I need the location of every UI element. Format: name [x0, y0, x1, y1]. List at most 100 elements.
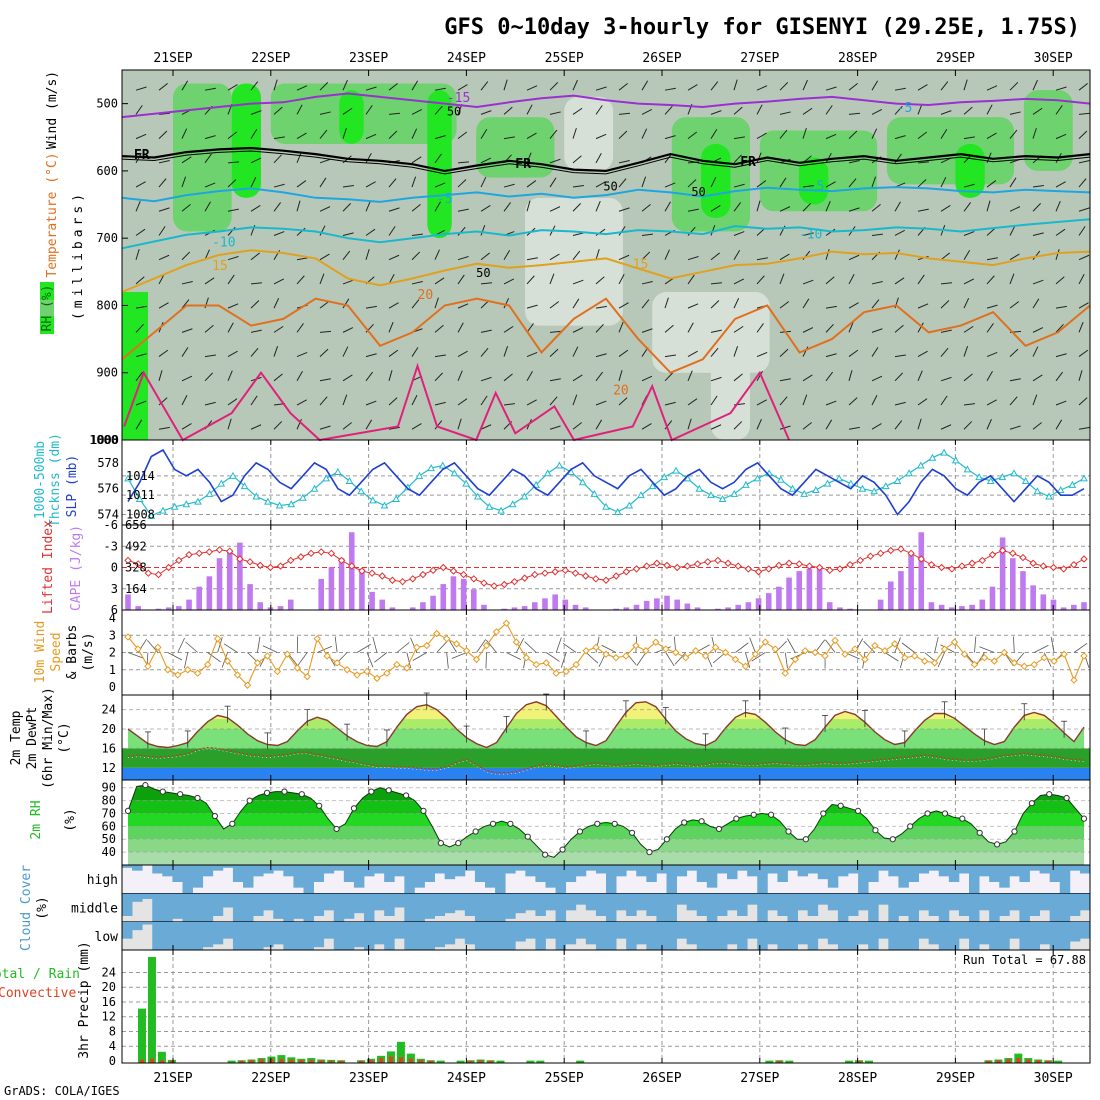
wind-barb: [167, 652, 183, 661]
thickness-marker: [881, 482, 890, 490]
wind-speed-marker: [502, 619, 511, 627]
wind-barb: [319, 348, 329, 357]
wind-barb: [526, 304, 538, 309]
cloud-bar-high: [948, 865, 960, 882]
cape-bar: [511, 607, 518, 610]
wind-barb: [1009, 301, 1020, 309]
wind-barb: [595, 249, 600, 260]
wind-barb: [480, 395, 488, 406]
wind-barb: [1055, 305, 1067, 309]
lifted-index-marker: [744, 565, 753, 573]
cape-bar: [1050, 599, 1057, 610]
thickness-marker: [438, 461, 447, 469]
rh-marker: [246, 797, 253, 804]
thickness-marker: [170, 502, 179, 510]
wind-barb: [710, 329, 722, 333]
cloud-bar-low: [858, 921, 869, 945]
cloud-bar-middle: [747, 893, 758, 905]
lifted-index-marker: [653, 559, 661, 567]
cape-bar: [735, 604, 742, 610]
cloud-bar-middle: [313, 893, 325, 916]
cloud-bar-middle: [837, 893, 849, 922]
wind-barb: [457, 322, 464, 333]
cloud-bar-middle: [343, 893, 355, 919]
wind-barb: [135, 133, 147, 140]
wind-speed-marker: [642, 647, 650, 655]
rh-marker: [124, 807, 132, 815]
temp-line: [127, 701, 1085, 749]
wind-barb: [434, 182, 446, 188]
thickness-marker: [823, 479, 832, 487]
thickness-marker: [264, 497, 272, 505]
cloud-bar-low: [626, 921, 637, 950]
wind-barb: [779, 129, 788, 139]
wind-barb: [319, 225, 326, 236]
wind-barb: [733, 202, 742, 212]
wind-barb: [894, 354, 906, 358]
wind-barb: [940, 282, 952, 285]
wind-speed-marker: [592, 643, 600, 652]
wind-barb: [779, 253, 790, 261]
cloud-bar-middle: [454, 893, 466, 911]
lifted-index-marker: [937, 563, 946, 572]
wind-barb: [687, 226, 696, 236]
contour-label: -5: [437, 192, 453, 207]
cape-bar: [826, 602, 833, 610]
wind-barb: [503, 403, 515, 406]
wind-barb: [917, 274, 925, 285]
precip-total-bar: [277, 1055, 286, 1063]
lifted-index-marker: [592, 575, 600, 583]
cape-bar: [765, 593, 772, 610]
wind-barb: [733, 183, 745, 188]
wind-barb: [388, 302, 399, 309]
cloud-bar-low: [535, 921, 546, 950]
wind-barb: [1009, 273, 1015, 285]
wind-barb: [733, 250, 741, 260]
cloud-bar-middle: [656, 893, 667, 922]
wind-barb: [963, 79, 968, 91]
wind-speed-marker: [881, 647, 889, 655]
cloud-bar-high: [817, 865, 829, 880]
wind-barb: [894, 249, 900, 260]
lifted-index-marker: [958, 562, 966, 570]
wind-barb: [1034, 644, 1049, 653]
thickness-marker: [450, 469, 459, 477]
cloud-bar-middle: [545, 893, 556, 911]
cloud-bar-low: [555, 921, 567, 950]
wind-barb: [227, 274, 235, 285]
wind-barb: [848, 83, 858, 91]
cape-bar: [999, 537, 1006, 610]
slp-line: [127, 448, 1085, 516]
wind-barb: [411, 203, 421, 212]
wind-barb: [618, 397, 628, 406]
wind-barb: [135, 249, 140, 260]
wind-barb: [986, 257, 998, 261]
wind-barb: [158, 254, 170, 261]
cloud-bar-high: [616, 865, 627, 877]
wind-barb: [223, 643, 238, 653]
cloud-bar-high: [485, 865, 496, 888]
contour-label: -15: [447, 91, 470, 106]
cloud-bar-middle: [404, 893, 415, 922]
cloud-bar-high: [263, 865, 274, 874]
precip-convective-bar: [398, 1057, 403, 1063]
cloud-bar-low: [868, 921, 879, 950]
wind-barb: [503, 79, 508, 91]
cloud-bar-high: [1039, 865, 1051, 874]
contour-label: 20: [418, 288, 434, 303]
axis-title: (6hr Min/Max): [41, 687, 56, 789]
y-tick-label: 16: [102, 995, 116, 1009]
cloud-bar-middle: [323, 893, 335, 911]
lifted-index-marker: [846, 560, 854, 569]
wind-barb: [319, 301, 330, 309]
cloud-bar-low: [636, 921, 647, 945]
wind-barb: [863, 640, 876, 653]
cloud-bar-middle: [172, 893, 183, 919]
wind-barb: [451, 652, 467, 659]
wind-barb: [549, 378, 561, 382]
bottom-date-label: 22SEP: [251, 1071, 290, 1086]
wind-speed-marker: [1020, 662, 1028, 671]
wind-speed-marker: [1080, 652, 1088, 660]
wind-barb: [871, 328, 883, 333]
